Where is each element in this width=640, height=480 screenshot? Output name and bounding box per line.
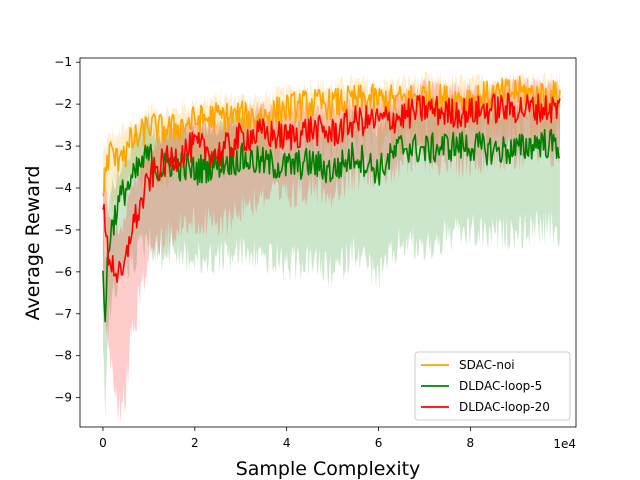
x-tick-label: 2 xyxy=(191,436,199,450)
y-tick-label: −2 xyxy=(54,97,72,111)
y-tick-label: −9 xyxy=(54,391,72,405)
series-lines xyxy=(102,75,561,323)
legend-box xyxy=(414,351,571,421)
legend-label-sdac-noi: SDAC-noi xyxy=(459,358,515,372)
x-axis: 0 2 4 6 8 xyxy=(99,427,474,450)
band-dldac-loop-5 xyxy=(102,96,560,419)
y-tick-label: −6 xyxy=(54,265,72,279)
y-axis-title: Average Reward xyxy=(22,166,44,321)
line-dldac-loop-5 xyxy=(102,128,561,323)
x-tick-label: 0 xyxy=(99,436,107,450)
line-sdac-noi xyxy=(102,75,561,197)
plot-frame xyxy=(79,57,577,428)
x-offset-label: 1e4 xyxy=(553,437,576,451)
y-tick-label: −3 xyxy=(54,139,72,153)
y-axis: −9 −8 −7 −6 −5 −4 −3 −2 −1 xyxy=(54,55,80,405)
x-tick-label: 6 xyxy=(375,436,383,450)
legend: SDAC-noi DLDAC-loop-5 DLDAC-loop-20 xyxy=(414,351,571,421)
legend-label-dldac-loop-5: DLDAC-loop-5 xyxy=(459,379,542,393)
line-dldac-loop-20 xyxy=(102,92,561,283)
y-tick-label: −1 xyxy=(54,55,72,69)
y-tick-label: −7 xyxy=(54,307,72,321)
x-axis-title: Sample Complexity xyxy=(236,458,421,480)
x-tick-label: 8 xyxy=(467,436,475,450)
y-tick-label: −4 xyxy=(54,181,72,195)
y-tick-label: −5 xyxy=(54,223,72,237)
legend-label-dldac-loop-20: DLDAC-loop-20 xyxy=(459,400,550,414)
x-tick-label: 4 xyxy=(283,436,291,450)
y-tick-label: −8 xyxy=(54,349,72,363)
